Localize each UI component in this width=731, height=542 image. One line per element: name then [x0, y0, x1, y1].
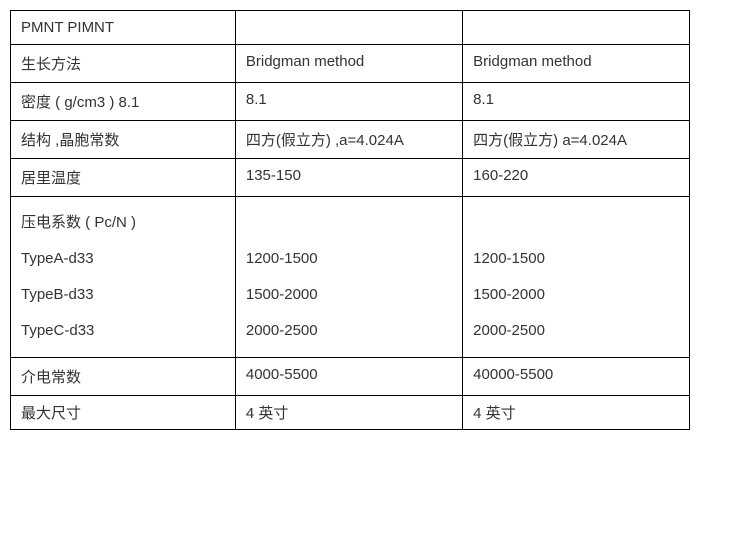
cell: 160-220: [463, 159, 690, 197]
line: 1500-2000: [246, 277, 452, 313]
line: [473, 205, 679, 241]
cell: 8.1: [463, 83, 690, 121]
cell: [463, 11, 690, 45]
line: 压电系数 ( Pc/N ): [21, 205, 225, 241]
cell-label: 生长方法: [11, 45, 236, 83]
cell: 4 英寸: [235, 396, 462, 430]
cell-label-multiline: 压电系数 ( Pc/N ) TypeA-d33 TypeB-d33 TypeC-…: [11, 197, 236, 358]
cell-label: 最大尺寸: [11, 396, 236, 430]
cell: 4 英寸: [463, 396, 690, 430]
table-row: 密度 ( g/cm3 ) 8.1 8.1 8.1: [11, 83, 690, 121]
cell: 四方(假立方) a=4.024A: [463, 121, 690, 159]
cell-multiline: 1200-1500 1500-2000 2000-2500: [235, 197, 462, 358]
line: 2000-2500: [246, 313, 452, 349]
cell: 四方(假立方) ,a=4.024A: [235, 121, 462, 159]
cell: [235, 11, 462, 45]
line: TypeA-d33: [21, 241, 225, 277]
cell: 4000-5500: [235, 358, 462, 396]
table-row: 生长方法 Bridgman method Bridgman method: [11, 45, 690, 83]
cell: 40000-5500: [463, 358, 690, 396]
cell: 135-150: [235, 159, 462, 197]
line: 1500-2000: [473, 277, 679, 313]
cell: Bridgman method: [463, 45, 690, 83]
cell-label: 密度 ( g/cm3 ) 8.1: [11, 83, 236, 121]
cell-label: 介电常数: [11, 358, 236, 396]
cell-multiline: 1200-1500 1500-2000 2000-2500: [463, 197, 690, 358]
cell: 8.1: [235, 83, 462, 121]
table-row-piezo: 压电系数 ( Pc/N ) TypeA-d33 TypeB-d33 TypeC-…: [11, 197, 690, 358]
line: [246, 205, 452, 241]
cell: Bridgman method: [235, 45, 462, 83]
line: 1200-1500: [473, 241, 679, 277]
properties-table: PMNT PIMNT 生长方法 Bridgman method Bridgman…: [10, 10, 690, 430]
table-row: PMNT PIMNT: [11, 11, 690, 45]
table-row: 最大尺寸 4 英寸 4 英寸: [11, 396, 690, 430]
line: TypeC-d33: [21, 313, 225, 349]
cell-header: PMNT PIMNT: [11, 11, 236, 45]
line: 1200-1500: [246, 241, 452, 277]
table-row: 结构 ,晶胞常数 四方(假立方) ,a=4.024A 四方(假立方) a=4.0…: [11, 121, 690, 159]
line: TypeB-d33: [21, 277, 225, 313]
table-row: 居里温度 135-150 160-220: [11, 159, 690, 197]
cell-label: 居里温度: [11, 159, 236, 197]
table-row: 介电常数 4000-5500 40000-5500: [11, 358, 690, 396]
line: 2000-2500: [473, 313, 679, 349]
cell-label: 结构 ,晶胞常数: [11, 121, 236, 159]
